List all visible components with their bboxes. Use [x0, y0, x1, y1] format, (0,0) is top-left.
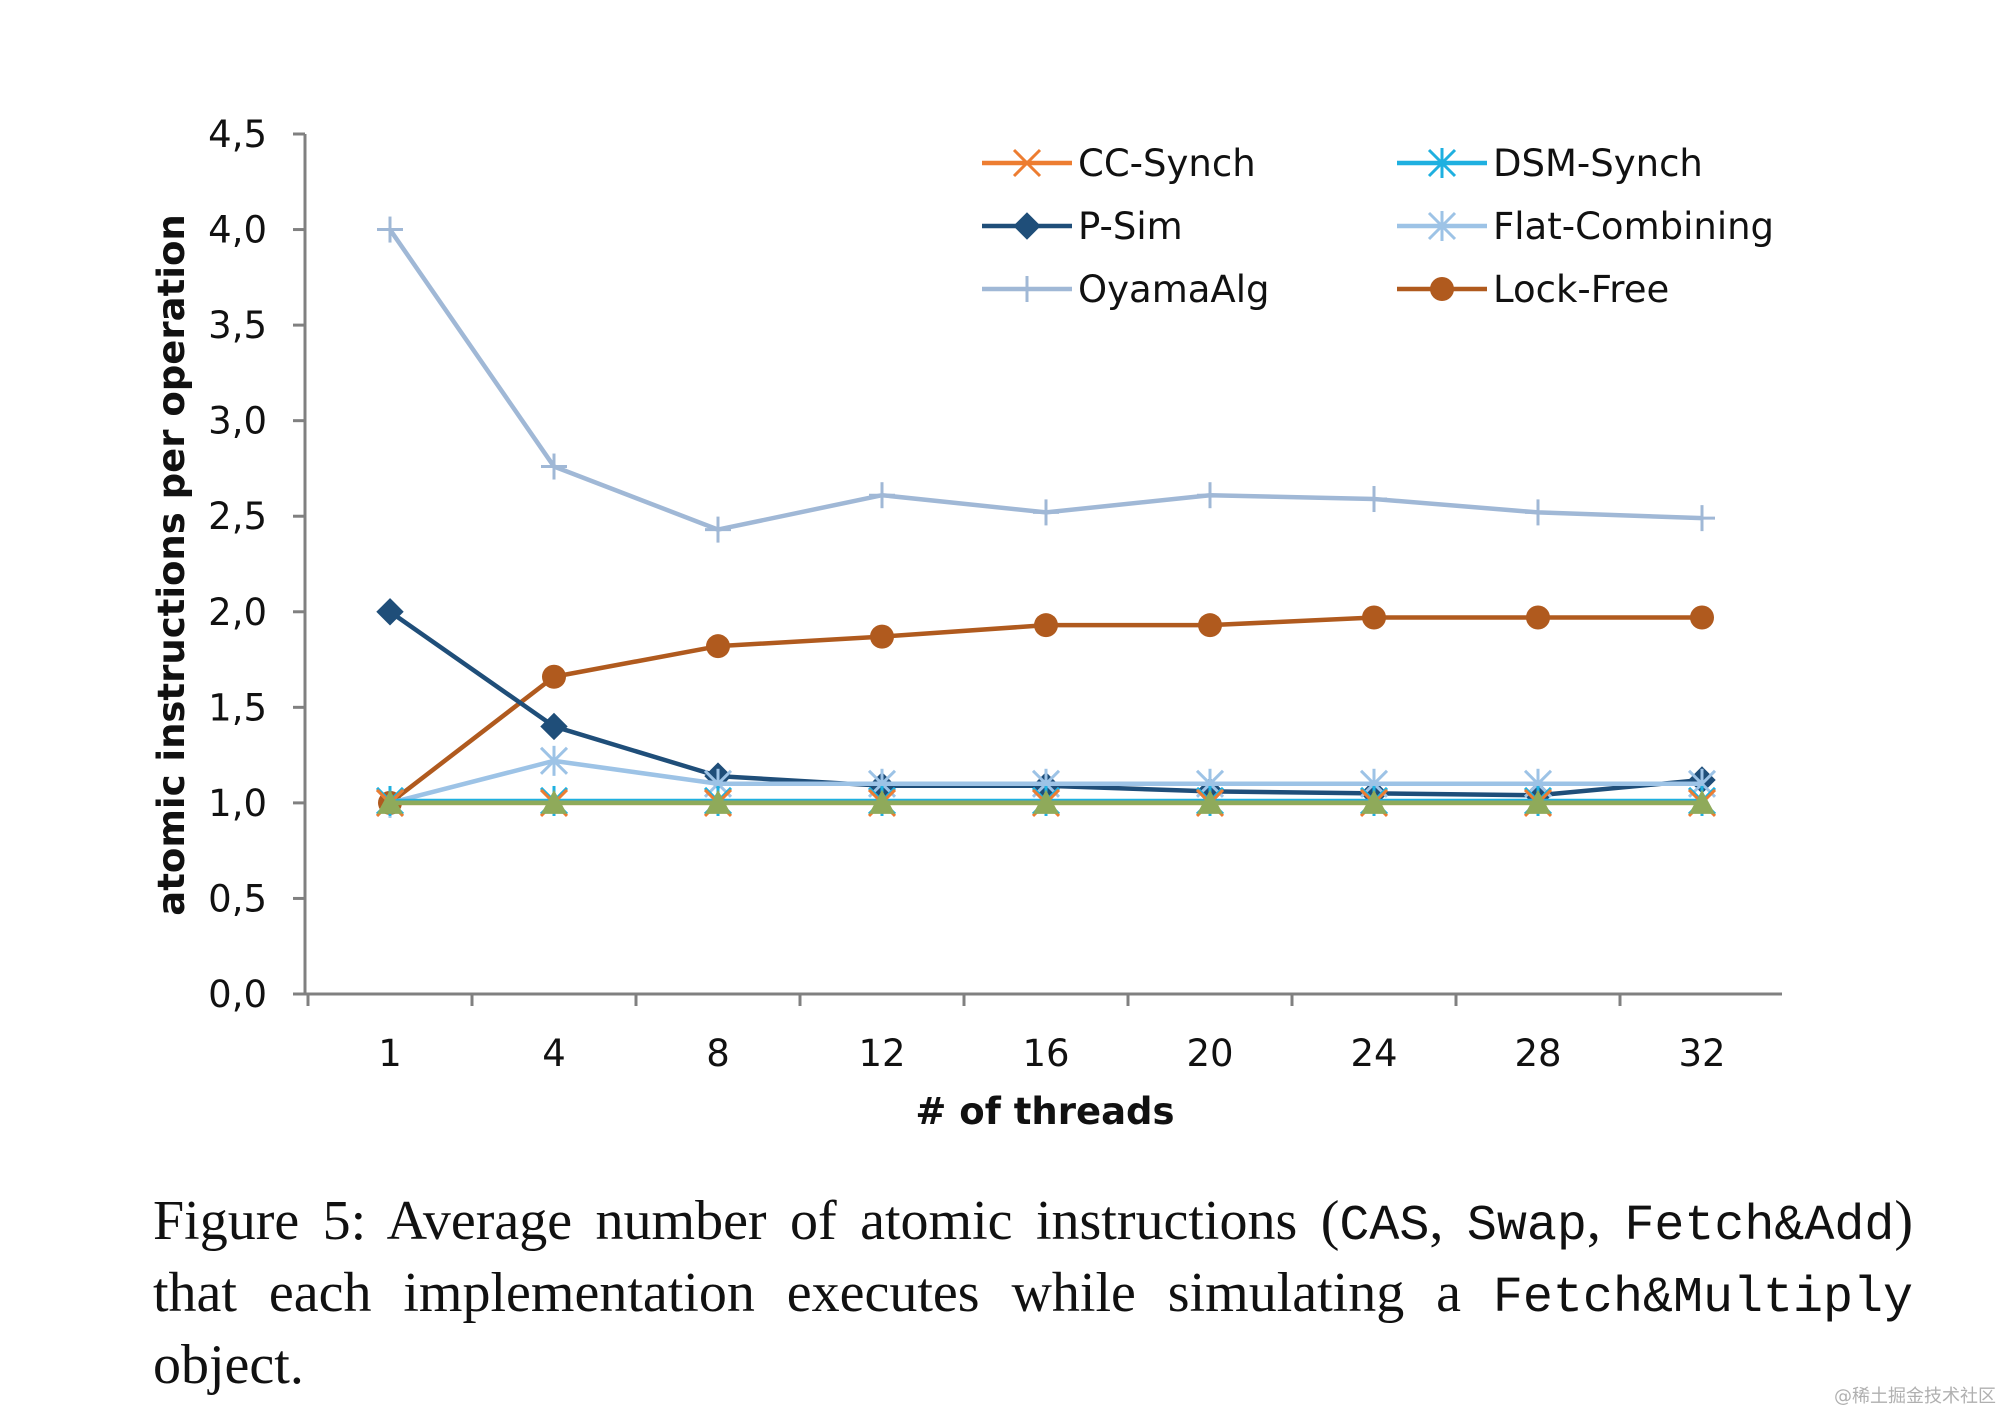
caption-code-cas: CAS [1339, 1198, 1430, 1255]
y-tick-label: 0,0 [208, 973, 267, 1016]
chart-series [375, 216, 1717, 818]
data-point-unlabeled-series [1033, 789, 1059, 814]
series-oyamaalg [377, 216, 1715, 543]
caption-code-swap: Swap [1466, 1198, 1587, 1255]
data-point-lock-free [1690, 605, 1714, 630]
line-chart: 0,0 0,5 1,0 1,5 2,0 2,5 3,0 3,5 4,0 4,5 1 4 8 12 16 20… [150, 113, 1782, 1133]
legend-marker-dsm-synch [1427, 148, 1457, 178]
x-tick-label: 4 [542, 1032, 566, 1075]
data-point-unlabeled-series [705, 789, 731, 814]
data-point-oyamaalg [705, 516, 731, 543]
x-tick-label: 16 [1022, 1032, 1069, 1075]
data-point-p-sim [376, 598, 404, 626]
legend-label-flat-combining: Flat-Combining [1493, 205, 1774, 248]
x-tick-label: 32 [1678, 1032, 1725, 1075]
data-point-lock-free [706, 634, 730, 659]
legend-item-dsm-synch: DSM-Synch [1397, 142, 1703, 185]
legend-item-lock-free: Lock-Free [1397, 268, 1669, 311]
legend-item-cc-synch: CC-Synch [982, 142, 1256, 185]
data-point-lock-free [542, 664, 566, 689]
figure-caption: Figure 5: Average number of atomic instr… [153, 1188, 1913, 1398]
legend-label-dsm-synch: DSM-Synch [1493, 142, 1703, 185]
chart-axes [303, 134, 1782, 996]
caption-code-fetch-multiply: Fetch&Multiply [1492, 1270, 1913, 1327]
series-unlabeled-series [377, 789, 1715, 814]
data-point-p-sim [540, 712, 568, 741]
data-point-oyamaalg [1033, 499, 1059, 526]
watermark: @稀土掘金技术社区 [1834, 1386, 1996, 1407]
data-point-oyamaalg [1689, 505, 1715, 532]
data-point-oyamaalg [1361, 486, 1387, 513]
x-tick-label: 12 [858, 1032, 905, 1075]
data-point-unlabeled-series [1361, 789, 1387, 814]
y-tick-label: 2,0 [208, 591, 267, 634]
y-tick-label: 4,5 [208, 113, 267, 156]
data-point-unlabeled-series [1197, 789, 1223, 814]
data-point-lock-free [870, 624, 894, 649]
data-point-lock-free [1198, 613, 1222, 638]
y-tick-label: 4,0 [208, 209, 267, 252]
data-point-lock-free [1034, 613, 1058, 638]
caption-suffix: object. [153, 1334, 304, 1396]
data-point-unlabeled-series [1525, 789, 1551, 814]
data-point-flat-combining [539, 745, 569, 776]
x-tick-label: 24 [1350, 1032, 1397, 1075]
caption-sep-2: , [1586, 1190, 1625, 1252]
legend-label-oyamaalg: OyamaAlg [1078, 268, 1270, 311]
legend-label-lock-free: Lock-Free [1493, 268, 1669, 311]
data-point-oyamaalg [541, 453, 567, 480]
data-point-lock-free [1362, 605, 1386, 630]
data-point-unlabeled-series [1689, 789, 1715, 814]
caption-prefix: Figure 5: Average number of atomic instr… [153, 1190, 1340, 1252]
caption-code-fetch-add: Fetch&Add [1624, 1198, 1895, 1255]
x-axis-label: # of threads [915, 1090, 1174, 1133]
x-tick-label: 28 [1514, 1032, 1561, 1075]
legend-marker-flat-combining [1427, 211, 1457, 241]
legend-item-flat-combining: Flat-Combining [1397, 205, 1774, 248]
y-tick-label: 3,5 [208, 304, 267, 347]
legend-label-cc-synch: CC-Synch [1078, 142, 1256, 185]
y-tick-label: 3,0 [208, 400, 267, 443]
y-axis-ticks: 0,0 0,5 1,0 1,5 2,0 2,5 3,0 3,5 4,0 4,5 [208, 113, 305, 1016]
caption-sep-1: , [1429, 1190, 1467, 1252]
y-tick-label: 0,5 [208, 877, 267, 920]
legend-label-p-sim: P-Sim [1078, 205, 1183, 248]
y-tick-label: 2,5 [208, 495, 267, 538]
legend-marker-p-sim [1013, 212, 1041, 240]
legend-marker-lock-free [1430, 277, 1454, 301]
data-point-oyamaalg [869, 482, 895, 509]
x-tick-label: 8 [706, 1032, 730, 1075]
y-axis-label: atomic instructions per operation [150, 214, 193, 915]
x-tick-label: 1 [378, 1032, 402, 1075]
x-tick-label: 20 [1186, 1032, 1233, 1075]
chart-legend: CC-Synch DSM-Synch P-Sim Flat-Combining Oyam… [982, 142, 1774, 311]
legend-marker-cc-synch [1012, 148, 1042, 178]
data-point-unlabeled-series [869, 789, 895, 814]
legend-item-oyamaalg: OyamaAlg [982, 268, 1270, 311]
y-tick-label: 1,5 [208, 686, 267, 729]
data-point-oyamaalg [1525, 499, 1551, 526]
data-point-lock-free [1526, 605, 1550, 630]
data-point-unlabeled-series [541, 789, 567, 814]
legend-item-p-sim: P-Sim [982, 205, 1183, 248]
legend-marker-oyamaalg [1014, 276, 1040, 302]
y-tick-label: 1,0 [208, 782, 267, 825]
data-point-oyamaalg [377, 216, 403, 243]
x-axis-ticks: 1 4 8 12 16 20 24 28 32 [306, 994, 1726, 1075]
data-point-oyamaalg [1197, 482, 1223, 509]
data-point-unlabeled-series [377, 789, 403, 814]
caption-mid: ) that each implementation executes whil… [153, 1190, 1914, 1324]
series-line-p-sim [388, 609, 1703, 798]
